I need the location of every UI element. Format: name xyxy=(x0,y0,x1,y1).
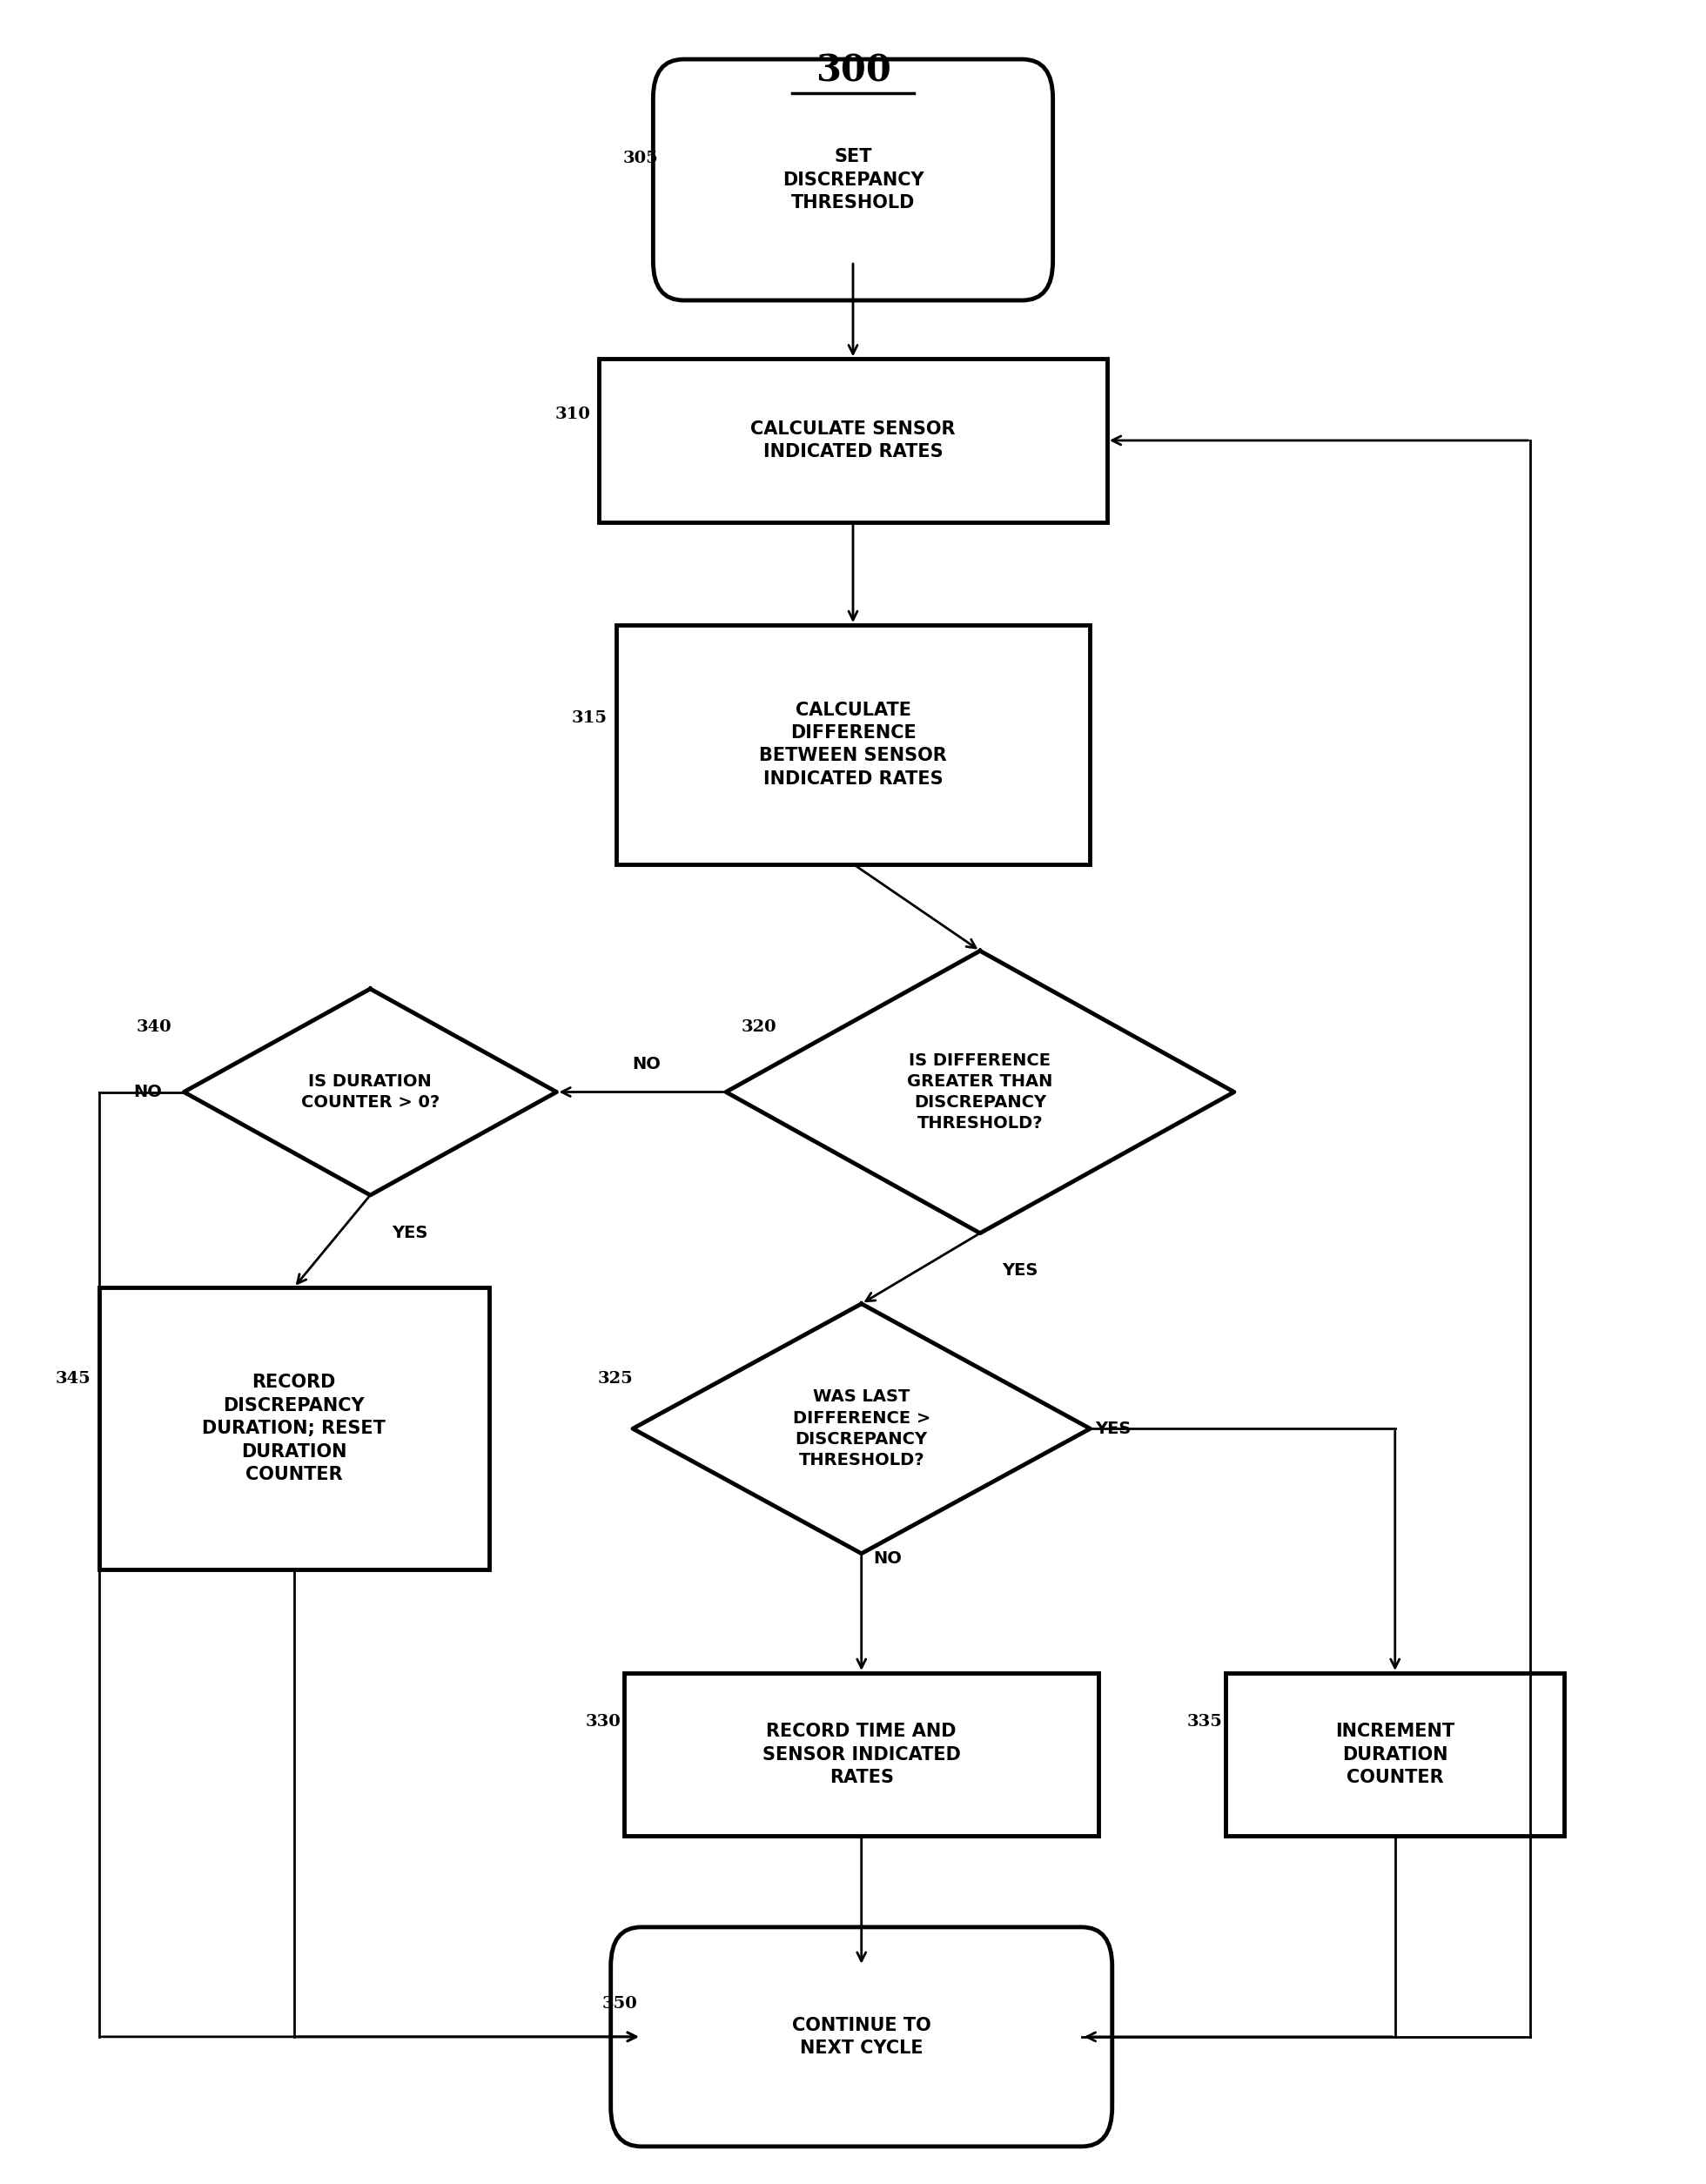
Text: 315: 315 xyxy=(572,710,607,727)
Text: RECORD TIME AND
SENSOR INDICATED
RATES: RECORD TIME AND SENSOR INDICATED RATES xyxy=(763,1723,960,1787)
Text: 345: 345 xyxy=(55,1372,90,1387)
Text: 350: 350 xyxy=(602,1996,638,2011)
Text: CALCULATE SENSOR
INDICATED RATES: CALCULATE SENSOR INDICATED RATES xyxy=(751,419,955,461)
FancyBboxPatch shape xyxy=(611,1926,1112,2147)
Text: NO: NO xyxy=(873,1551,902,1568)
FancyBboxPatch shape xyxy=(99,1289,490,1570)
Text: SET
DISCREPANCY
THRESHOLD: SET DISCREPANCY THRESHOLD xyxy=(783,149,923,212)
Text: WAS LAST
DIFFERENCE >
DISCREPANCY
THRESHOLD?: WAS LAST DIFFERENCE > DISCREPANCY THRESH… xyxy=(793,1389,930,1468)
FancyBboxPatch shape xyxy=(624,1673,1099,1837)
Text: 330: 330 xyxy=(585,1714,621,1730)
FancyBboxPatch shape xyxy=(599,358,1107,522)
Text: 335: 335 xyxy=(1187,1714,1221,1730)
Text: 305: 305 xyxy=(623,151,659,166)
Text: YES: YES xyxy=(1095,1420,1131,1437)
Polygon shape xyxy=(633,1304,1090,1553)
Text: 310: 310 xyxy=(554,406,590,422)
Text: NO: NO xyxy=(133,1083,162,1101)
Text: 325: 325 xyxy=(597,1372,633,1387)
Text: IS DURATION
COUNTER > 0?: IS DURATION COUNTER > 0? xyxy=(300,1072,440,1112)
FancyBboxPatch shape xyxy=(653,59,1053,301)
Text: 340: 340 xyxy=(136,1020,172,1035)
Text: 300: 300 xyxy=(815,52,891,90)
Text: CALCULATE
DIFFERENCE
BETWEEN SENSOR
INDICATED RATES: CALCULATE DIFFERENCE BETWEEN SENSOR INDI… xyxy=(759,701,947,788)
Polygon shape xyxy=(727,950,1233,1234)
Text: INCREMENT
DURATION
COUNTER: INCREMENT DURATION COUNTER xyxy=(1336,1723,1455,1787)
Text: NO: NO xyxy=(631,1055,660,1072)
Text: IS DIFFERENCE
GREATER THAN
DISCREPANCY
THRESHOLD?: IS DIFFERENCE GREATER THAN DISCREPANCY T… xyxy=(908,1053,1053,1131)
Text: 320: 320 xyxy=(742,1020,776,1035)
FancyBboxPatch shape xyxy=(1225,1673,1564,1837)
FancyBboxPatch shape xyxy=(616,625,1090,865)
Polygon shape xyxy=(184,989,556,1195)
Text: CONTINUE TO
NEXT CYCLE: CONTINUE TO NEXT CYCLE xyxy=(792,2016,931,2057)
Text: YES: YES xyxy=(392,1225,428,1241)
Text: YES: YES xyxy=(1001,1262,1037,1278)
Text: RECORD
DISCREPANCY
DURATION; RESET
DURATION
COUNTER: RECORD DISCREPANCY DURATION; RESET DURAT… xyxy=(203,1374,386,1483)
